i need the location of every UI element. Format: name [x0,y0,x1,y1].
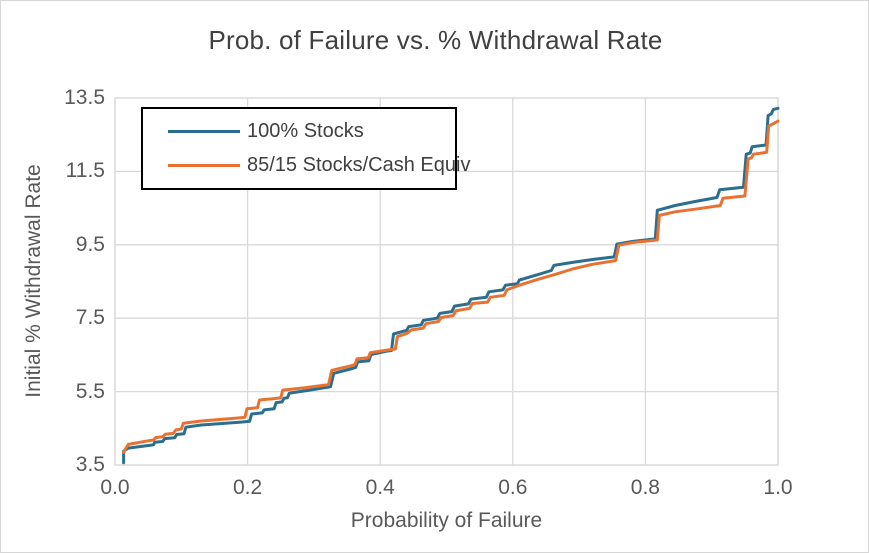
y-tick-label: 11.5 [65,159,105,183]
x-tick-label: 0.4 [365,476,395,499]
y-axis-title: Initial % Withdrawal Rate [22,164,45,398]
y-tick-label: 9.5 [75,232,105,256]
series-line-1 [122,119,780,454]
legend-label: 85/15 Stocks/Cash Equiv [247,153,471,176]
x-tick-label: 1.0 [763,476,793,499]
series-line-0 [122,106,780,465]
x-tick-label: 0.6 [498,476,528,499]
x-tick-label: 0.2 [232,476,263,499]
y-tick-label: 3.5 [75,453,105,476]
legend: 100% Stocks 85/15 Stocks/Cash Equiv [141,107,470,190]
x-tick-label: 0.0 [100,476,130,499]
chart-title: Prob. of Failure vs. % Withdrawal Rate [208,25,663,55]
x-tick-label: 0.8 [630,476,660,499]
plot-border [114,97,779,466]
x-axis-title: Probability of Failure [350,509,543,532]
legend-line-sample-icon [168,163,240,167]
y-tick-label: 5.5 [75,379,105,403]
legend-item-100-stocks: 100% Stocks [168,120,455,143]
legend-line-sample-icon [168,130,240,134]
y-tick-label: 7.5 [75,306,105,330]
legend-item-85-15: 85/15 Stocks/Cash Equiv [168,154,470,177]
y-tick-label: 13.5 [64,86,105,109]
legend-label: 100% Stocks [247,120,364,143]
